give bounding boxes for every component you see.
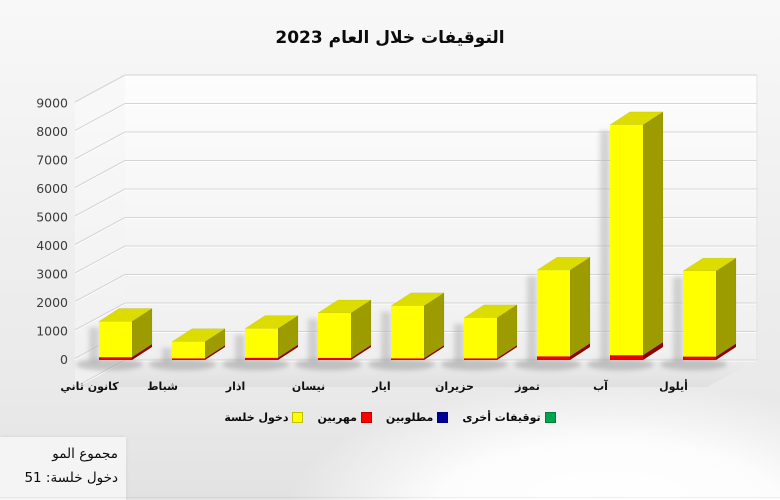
month-label-8: أيلول bbox=[659, 379, 688, 393]
legend-label: مهربين bbox=[317, 410, 357, 424]
y-tick-label: 5000 bbox=[36, 210, 68, 225]
legend-label: دخول خلسة bbox=[224, 410, 289, 424]
y-axis-labels: 0 1000 2000 3000 4000 5000 6000 7000 8000 9000 bbox=[36, 96, 68, 368]
month-label-0: كانون ثاني bbox=[60, 380, 119, 393]
bottom-divider bbox=[0, 497, 780, 498]
bar-نيسان bbox=[317, 299, 372, 360]
month-label-2: اذار bbox=[225, 380, 246, 393]
chart-legend: دخول خلسة مهربين مطلوبين توقيفات أخرى bbox=[0, 406, 780, 428]
summary-title: مجموع المو bbox=[52, 446, 118, 462]
bar-شباط bbox=[171, 328, 226, 360]
month-label-1: شباط bbox=[147, 380, 178, 393]
bars bbox=[98, 111, 737, 360]
y-tick-label: 2000 bbox=[36, 295, 68, 310]
y-tick-label: 8000 bbox=[36, 124, 68, 139]
legend-swatch-icon bbox=[360, 411, 372, 423]
legend-label: توقيفات أخرى bbox=[462, 410, 541, 424]
y-tick-label: 4000 bbox=[36, 238, 68, 253]
y-tick-label: 7000 bbox=[36, 153, 68, 168]
bar-اذار bbox=[244, 315, 299, 360]
bar-ايار bbox=[390, 292, 445, 360]
month-label-3: نيسان bbox=[292, 380, 325, 393]
bar-كانون ثاني bbox=[98, 308, 153, 360]
legend-swatch-icon bbox=[437, 411, 449, 423]
summary-sneak-entry-total: دخول خلسة: 51 bbox=[24, 470, 118, 486]
legend-label: مطلوبين bbox=[385, 410, 434, 424]
month-label-4: ايار bbox=[371, 380, 390, 393]
bar-تموز bbox=[536, 256, 591, 360]
x-axis-labels: كانون ثاني شباط اذار نيسان ايار حزيران تموز آب أ… bbox=[60, 379, 688, 393]
legend-swatch-icon bbox=[292, 411, 304, 423]
month-label-6: تموز bbox=[514, 380, 540, 393]
legend-item-3: توقيفات أخرى bbox=[462, 410, 556, 424]
y-tick-label: 9000 bbox=[36, 96, 68, 111]
summary-info-box: مجموع المو دخول خلسة: 51 bbox=[0, 437, 126, 500]
legend-item-0: دخول خلسة bbox=[224, 410, 304, 424]
month-label-5: حزيران bbox=[435, 380, 474, 393]
y-tick-label: 3000 bbox=[36, 267, 68, 282]
y-tick-label: 0 bbox=[60, 352, 68, 367]
bar-أيلول bbox=[682, 257, 737, 360]
bar-shadows bbox=[76, 130, 727, 371]
y-tick-label: 1000 bbox=[36, 324, 68, 339]
chart-title: التوقيفات خلال العام 2023 bbox=[275, 28, 505, 48]
bar-آب bbox=[609, 111, 664, 360]
legend-swatch-icon bbox=[544, 411, 556, 423]
legend-item-2: مطلوبين bbox=[385, 410, 449, 424]
y-tick-label: 6000 bbox=[36, 181, 68, 196]
month-label-7: آب bbox=[593, 379, 608, 393]
legend-item-1: مهربين bbox=[317, 410, 372, 424]
bar-حزيران bbox=[463, 304, 518, 360]
